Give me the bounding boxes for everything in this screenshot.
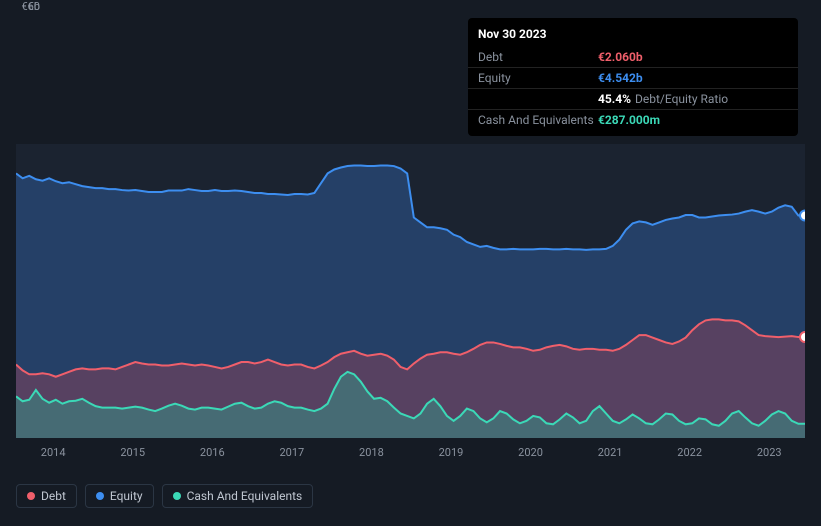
tooltip-row-value: €287.000m bbox=[598, 113, 660, 127]
legend-dot-icon bbox=[173, 492, 181, 500]
legend-item[interactable]: Debt bbox=[16, 484, 77, 508]
x-tick: 2021 bbox=[598, 446, 623, 459]
x-tick: 2023 bbox=[757, 446, 782, 459]
tooltip-row: Cash And Equivalents€287.000m bbox=[468, 110, 798, 130]
tooltip-row-label: Cash And Equivalents bbox=[478, 113, 598, 127]
tooltip-date: Nov 30 2023 bbox=[468, 24, 798, 47]
legend-item[interactable]: Equity bbox=[85, 484, 154, 508]
tooltip-row-suffix: Debt/Equity Ratio bbox=[635, 92, 728, 106]
legend-dot-icon bbox=[27, 492, 35, 500]
tooltip-row: 45.4% Debt/Equity Ratio bbox=[468, 89, 798, 110]
x-tick: 2019 bbox=[439, 446, 464, 459]
legend-item[interactable]: Cash And Equivalents bbox=[162, 484, 314, 508]
tooltip: Nov 30 2023 Debt€2.060bEquity€4.542b45.4… bbox=[468, 18, 798, 136]
tooltip-row-label: Debt bbox=[478, 50, 598, 64]
x-tick: 2022 bbox=[677, 446, 702, 459]
y-tick-bottom: €0 bbox=[0, 0, 40, 13]
series-marker bbox=[800, 332, 805, 342]
legend-label: Debt bbox=[41, 489, 66, 503]
x-tick: 2017 bbox=[279, 446, 304, 459]
x-tick: 2020 bbox=[518, 446, 543, 459]
legend-label: Cash And Equivalents bbox=[187, 489, 303, 503]
tooltip-row: Equity€4.542b bbox=[468, 68, 798, 89]
tooltip-row-label bbox=[478, 92, 598, 106]
x-tick: 2015 bbox=[120, 446, 145, 459]
series-marker bbox=[800, 211, 805, 221]
chart-area[interactable] bbox=[16, 144, 805, 438]
tooltip-row-value: €2.060b bbox=[598, 50, 643, 64]
tooltip-row-value: 45.4% bbox=[598, 92, 631, 106]
tooltip-row-value: €4.542b bbox=[598, 71, 643, 85]
tooltip-row: Debt€2.060b bbox=[468, 47, 798, 68]
x-tick: 2018 bbox=[359, 446, 384, 459]
tooltip-row-label: Equity bbox=[478, 71, 598, 85]
legend-dot-icon bbox=[96, 492, 104, 500]
x-tick: 2014 bbox=[41, 446, 66, 459]
legend: Debt Equity Cash And Equivalents bbox=[16, 484, 313, 508]
x-tick: 2016 bbox=[200, 446, 225, 459]
legend-label: Equity bbox=[110, 489, 143, 503]
